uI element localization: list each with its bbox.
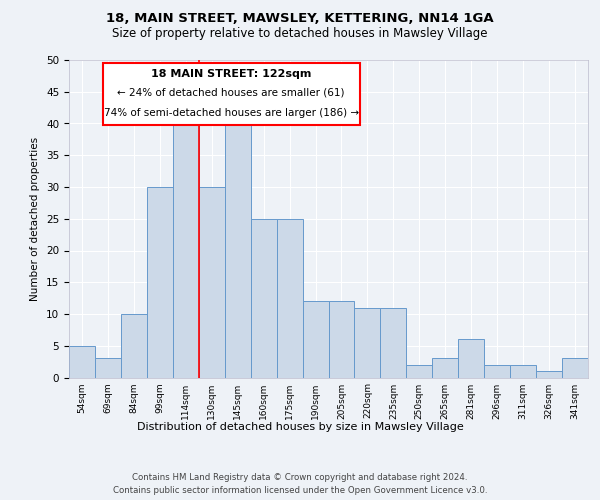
FancyBboxPatch shape — [103, 63, 359, 125]
Bar — [458, 340, 484, 378]
Text: Distribution of detached houses by size in Mawsley Village: Distribution of detached houses by size … — [137, 422, 463, 432]
Bar — [380, 308, 406, 378]
Bar — [562, 358, 588, 378]
Bar — [69, 346, 95, 378]
Bar — [225, 124, 251, 378]
Bar — [406, 365, 432, 378]
Bar — [199, 187, 224, 378]
Bar — [433, 358, 458, 378]
Bar — [302, 302, 329, 378]
Text: Size of property relative to detached houses in Mawsley Village: Size of property relative to detached ho… — [112, 28, 488, 40]
Text: ← 24% of detached houses are smaller (61): ← 24% of detached houses are smaller (61… — [118, 88, 345, 98]
Text: 18 MAIN STREET: 122sqm: 18 MAIN STREET: 122sqm — [151, 70, 311, 80]
Bar — [121, 314, 147, 378]
Text: 74% of semi-detached houses are larger (186) →: 74% of semi-detached houses are larger (… — [104, 108, 359, 118]
Text: Contains HM Land Registry data © Crown copyright and database right 2024.: Contains HM Land Registry data © Crown c… — [132, 472, 468, 482]
Bar — [173, 111, 199, 378]
Bar — [147, 187, 173, 378]
Y-axis label: Number of detached properties: Number of detached properties — [31, 136, 40, 301]
Text: 18, MAIN STREET, MAWSLEY, KETTERING, NN14 1GA: 18, MAIN STREET, MAWSLEY, KETTERING, NN1… — [106, 12, 494, 26]
Bar — [484, 365, 510, 378]
Text: Contains public sector information licensed under the Open Government Licence v3: Contains public sector information licen… — [113, 486, 487, 495]
Bar — [355, 308, 380, 378]
Bar — [251, 219, 277, 378]
Bar — [536, 371, 562, 378]
Bar — [95, 358, 121, 378]
Bar — [277, 219, 302, 378]
Bar — [329, 302, 355, 378]
Bar — [510, 365, 536, 378]
